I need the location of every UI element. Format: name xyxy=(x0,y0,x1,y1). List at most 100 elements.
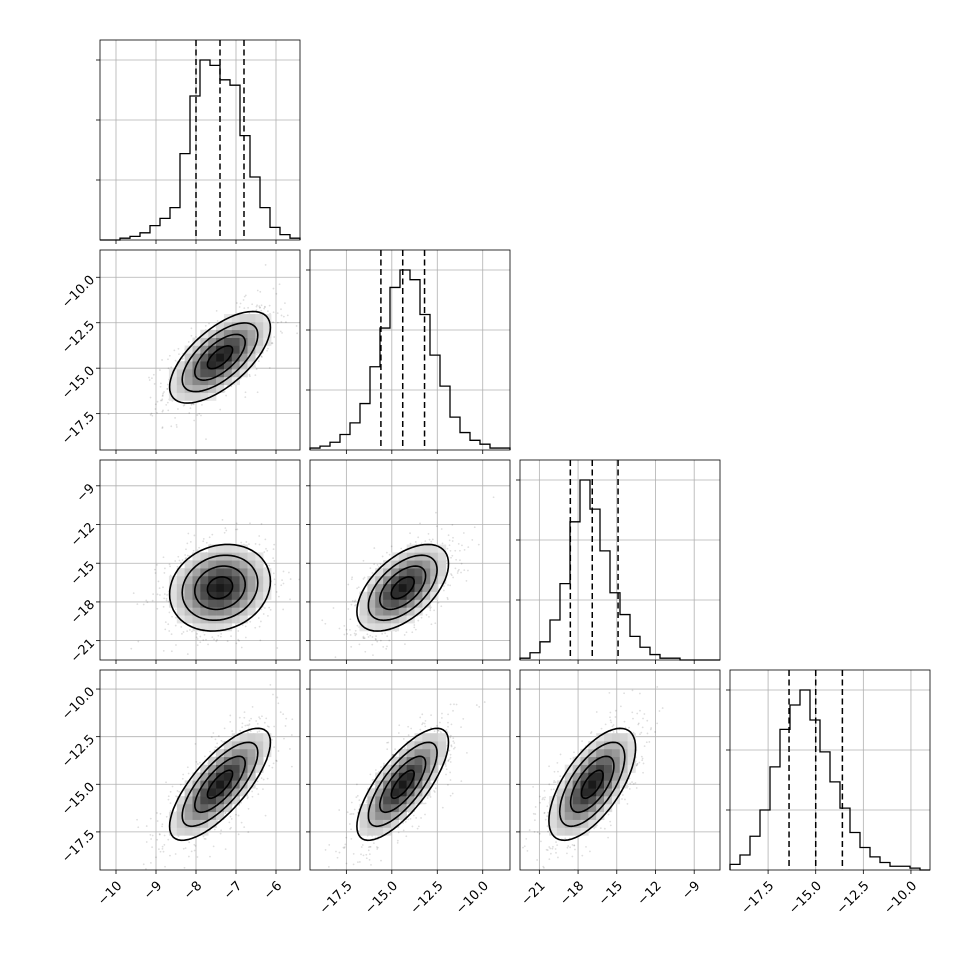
scatter-point xyxy=(414,541,417,543)
contour-line xyxy=(193,333,247,382)
scatter-point xyxy=(254,374,257,376)
density-cell xyxy=(438,568,447,577)
scatter-point xyxy=(182,357,184,360)
density-cell xyxy=(247,560,256,569)
scatter-point xyxy=(350,828,352,831)
scatter-point xyxy=(383,762,385,765)
scatter-point xyxy=(452,709,454,712)
scatter-point xyxy=(215,310,218,312)
density-cell xyxy=(406,575,415,585)
density-cell xyxy=(192,392,201,401)
scatter-point xyxy=(357,861,359,864)
density-cell xyxy=(231,361,240,370)
density-cell xyxy=(223,552,233,561)
scatter-point xyxy=(266,310,269,313)
scatter-point xyxy=(267,615,269,617)
scatter-point xyxy=(225,529,228,532)
histogram-line xyxy=(100,59,301,241)
scatter-point xyxy=(206,762,209,764)
density-cell xyxy=(168,811,178,820)
scatter-point xyxy=(354,629,357,632)
density-cell xyxy=(176,583,185,592)
scatter-point xyxy=(175,616,177,619)
density-cell xyxy=(239,560,248,569)
density-cell xyxy=(184,575,193,585)
axes-frame xyxy=(99,459,301,661)
y-tick-label: −17.5 xyxy=(59,827,98,866)
scatter-point xyxy=(268,725,270,728)
scatter-point xyxy=(201,403,203,406)
density-cell xyxy=(192,575,201,585)
scatter-point xyxy=(159,850,162,853)
density-cell xyxy=(192,337,201,346)
scatter-point xyxy=(152,872,154,874)
scatter-point xyxy=(382,645,385,648)
scatter-point xyxy=(219,635,222,638)
scatter-point xyxy=(338,851,341,854)
scatter-point xyxy=(229,828,232,830)
density-cell xyxy=(414,575,423,585)
density-cell xyxy=(184,599,193,608)
density-cell xyxy=(184,560,193,569)
scatter-point xyxy=(174,608,177,610)
scatter-point xyxy=(442,589,445,592)
scatter-point xyxy=(235,522,238,525)
scatter-point xyxy=(463,548,466,551)
density-cell xyxy=(438,575,447,585)
density-cell xyxy=(184,361,193,370)
scatter-point xyxy=(282,315,285,318)
scatter-point xyxy=(335,850,337,853)
scatter-point xyxy=(149,396,152,399)
scatter-point xyxy=(421,713,424,716)
density-cell xyxy=(231,796,240,805)
scatter-point xyxy=(181,358,184,361)
scatter-point xyxy=(332,607,335,609)
density-cell xyxy=(367,623,376,632)
scatter-point xyxy=(420,817,422,819)
density-cell xyxy=(168,376,178,386)
scatter-point xyxy=(235,528,237,531)
scatter-point xyxy=(446,598,449,601)
scatter-point xyxy=(244,625,247,628)
scatter-point xyxy=(263,551,266,553)
scatter-point xyxy=(187,772,190,775)
density-cell xyxy=(367,575,376,585)
scatter-point xyxy=(413,626,416,629)
scatter-point xyxy=(455,558,458,561)
scatter-point xyxy=(154,408,157,410)
density-cell xyxy=(231,560,240,569)
scatter-point xyxy=(492,496,495,499)
density-cell xyxy=(200,780,209,789)
density-cell xyxy=(216,575,225,585)
scatter-point xyxy=(199,641,202,644)
scatter-point xyxy=(153,383,156,385)
scatter-point xyxy=(127,879,129,881)
scatter-point xyxy=(212,732,215,734)
density-cell xyxy=(223,568,233,577)
density-cell xyxy=(208,764,217,773)
scatter-point xyxy=(362,637,365,639)
scatter-point xyxy=(266,349,268,352)
scatter-point xyxy=(276,312,279,315)
density-cell xyxy=(184,384,193,393)
scatter-point xyxy=(452,536,454,539)
scatter-point xyxy=(194,844,197,847)
scatter-point xyxy=(421,723,424,726)
scatter-point xyxy=(162,392,165,395)
scatter-point xyxy=(354,599,357,602)
density-cell xyxy=(208,772,217,781)
scatter-point xyxy=(199,761,201,764)
density-cell xyxy=(239,748,248,758)
scatter-point xyxy=(402,829,405,832)
density-cell xyxy=(231,369,240,378)
scatter-point xyxy=(380,766,382,768)
scatter-point xyxy=(161,847,164,850)
scatter-point xyxy=(400,547,403,550)
scatter-point xyxy=(165,403,168,406)
scatter-point xyxy=(159,594,161,596)
scatter-point xyxy=(286,314,289,317)
density-cell xyxy=(216,748,225,758)
scatter-point xyxy=(167,367,170,370)
scatter-point xyxy=(260,523,263,525)
scatter-point xyxy=(191,630,193,633)
